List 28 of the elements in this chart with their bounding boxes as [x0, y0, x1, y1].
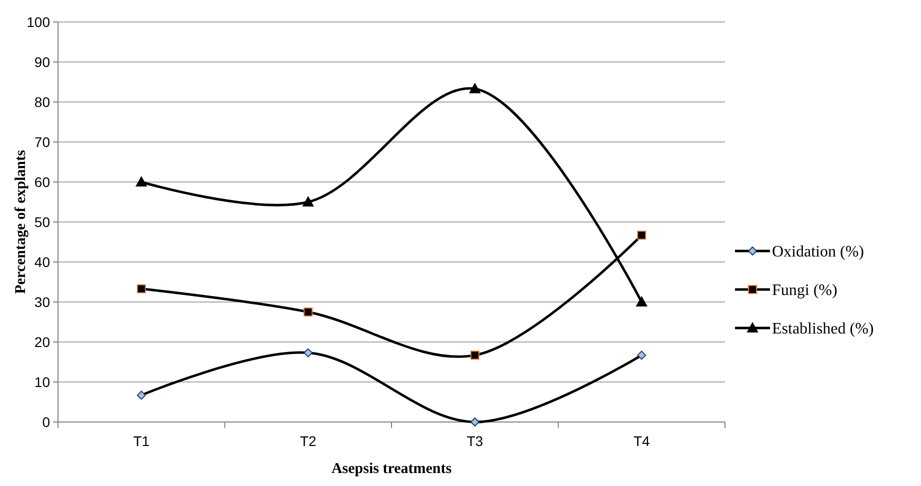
- x-tick-label: T1: [133, 433, 150, 449]
- point: [136, 284, 146, 294]
- x-tick-label: T3: [466, 433, 484, 449]
- y-tick-label: 10: [34, 374, 50, 390]
- y-tick-label: 20: [34, 334, 50, 350]
- point: [636, 296, 648, 306]
- point: [470, 350, 480, 360]
- point: [304, 308, 313, 316]
- y-tick-label: 40: [34, 254, 50, 270]
- y-tick-label: 70: [34, 134, 50, 150]
- y-tick-label: 30: [34, 294, 50, 310]
- y-tick-label: 60: [34, 174, 50, 190]
- y-axis-title: Percentage of explants: [13, 150, 29, 294]
- y-tick-label: 50: [34, 214, 50, 230]
- y-tick-label: 100: [26, 14, 50, 30]
- x-tick-label: T4: [633, 433, 650, 449]
- point: [302, 196, 314, 206]
- y-tick-label: 0: [42, 414, 50, 430]
- y-tick-label: 90: [34, 54, 50, 70]
- legend-label: Oxidation (%): [772, 244, 864, 261]
- x-tick-label: T2: [300, 433, 317, 449]
- point: [469, 83, 480, 94]
- legend-label: Fungi (%): [772, 282, 838, 300]
- y-tick-label: 80: [34, 94, 50, 110]
- x-axis-title: Asepsis treatments: [331, 461, 452, 477]
- point: [136, 176, 147, 186]
- legend-label: Established (%): [772, 320, 874, 338]
- point: [637, 230, 646, 240]
